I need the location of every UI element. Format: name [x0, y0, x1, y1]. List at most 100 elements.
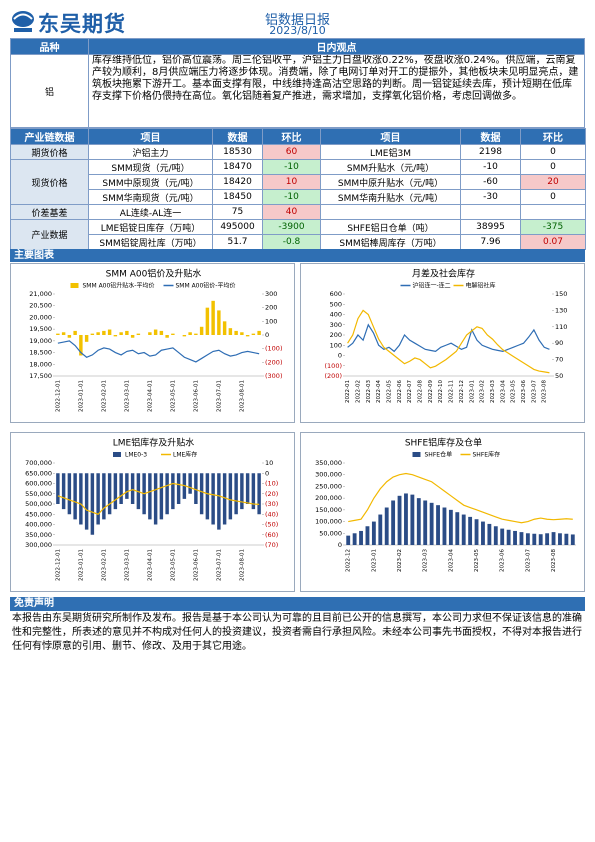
bar [67, 335, 72, 338]
bar [240, 473, 244, 510]
line [348, 472, 573, 524]
bar [222, 321, 227, 335]
group-cell: 价差基差 [10, 204, 89, 220]
bar [136, 333, 141, 335]
chart-title: SHFE铝库存及仓单 [405, 437, 482, 449]
x-tick-label: 2022-10 [438, 380, 444, 403]
y2-tick-label: 300 [265, 290, 277, 298]
group-cell: 产业数据 [10, 219, 89, 250]
x-tick-label: 2022-05 [386, 380, 392, 403]
bar [500, 528, 505, 545]
bar [199, 473, 204, 515]
item-cell: SMM铝锭周社库（万吨） [88, 234, 213, 250]
bar [519, 532, 524, 545]
x-tick-label: 2023-02-01 [101, 380, 107, 412]
bar [257, 330, 261, 335]
bar [371, 521, 376, 545]
group-cell: 期货价格 [10, 144, 89, 160]
legend-swatch [113, 452, 121, 457]
bar [506, 529, 511, 545]
chart: 月差及社会库存 (200) (100) 0 100 200 300 400 500 600 50 70… [325, 268, 568, 403]
value-cell: 18530 [212, 144, 263, 160]
bar [228, 328, 233, 335]
bar [346, 535, 351, 545]
x-tick-label: 2023-05 [474, 549, 480, 572]
chart-title: LME铝库存及升贴水 [113, 437, 194, 449]
x-tick-label: 2022-12-01 [55, 549, 61, 581]
x-tick-label: 2023-07 [525, 549, 531, 572]
y-tick-label: 19,500 [29, 325, 52, 333]
y2-tick-label: 130 [555, 306, 567, 314]
opinion-text: 库存维持低位，铝价高位震荡。周三伦铝收平，沪铝主力日盘收涨0.22%，夜盘收涨0… [88, 54, 585, 128]
x-tick-label: 2022-01 [345, 380, 351, 403]
y2-tick-label: (100) [265, 345, 282, 353]
y2-tick-label: 150 [555, 290, 567, 298]
bar [251, 333, 256, 335]
bar [102, 330, 106, 335]
x-tick-label: 2022-08 [418, 380, 424, 403]
y-tick-label: 350,000 [315, 459, 342, 467]
bar [558, 533, 562, 545]
x-tick-label: 2023-04 [448, 549, 454, 572]
legend-label: SHFE仓单 [425, 451, 453, 459]
x-tick-label: 2022-12 [459, 380, 465, 403]
bar [532, 533, 537, 545]
bar [468, 516, 473, 545]
bar [79, 473, 83, 525]
bar [56, 473, 60, 504]
bar [481, 521, 485, 545]
y-tick-label: 300,000 [315, 471, 342, 479]
y2-tick-label: (20) [265, 490, 278, 498]
y2-tick-label: (200) [265, 358, 282, 366]
y2-tick-label: (60) [265, 531, 278, 539]
y-tick-label: 50,000 [319, 529, 342, 537]
y-tick-label: 17,500 [29, 372, 52, 380]
value-cell: 495000 [212, 219, 263, 235]
bar [564, 533, 569, 545]
x-tick-label: 2023-02 [480, 380, 486, 403]
header-cell: 数据 [212, 128, 263, 145]
section-header: 主要图表 [10, 249, 585, 262]
bar [67, 473, 72, 515]
bar [182, 335, 187, 337]
x-tick-label: 2023-03-01 [124, 549, 130, 581]
bar [461, 514, 466, 545]
x-tick-label: 2023-01 [469, 380, 475, 403]
chart-title: SMM A00铝价及升贴水 [106, 268, 202, 280]
y-tick-label: 700,000 [25, 459, 52, 467]
empty-cell [320, 204, 461, 220]
x-tick-label: 2022-03 [366, 380, 372, 403]
bar [171, 333, 175, 335]
bar [228, 473, 233, 520]
x-tick-label: 2023-06-01 [193, 549, 199, 581]
x-tick-label: 2022-12 [346, 549, 352, 572]
y-tick-label: 150,000 [315, 506, 342, 514]
header-cell: 环比 [520, 128, 586, 145]
x-tick-label: 2022-09 [428, 380, 434, 403]
legend-swatch [70, 283, 79, 288]
y-tick-label: 18,500 [29, 349, 52, 357]
item-cell: SMM华南升贴水（元/吨） [320, 189, 461, 205]
bar [455, 512, 460, 545]
x-tick-label: 2023-02 [397, 549, 403, 572]
y2-tick-label: (30) [265, 500, 278, 508]
y2-tick-label: 50 [555, 372, 563, 380]
bar [245, 473, 250, 504]
bar [222, 473, 227, 525]
value-cell: 7.96 [460, 234, 521, 250]
y-tick-label: (100) [325, 362, 342, 370]
chart-panel: SHFE铝库存及仓单 0 50,000 100,000 150,000 200,000 25… [300, 432, 585, 592]
bar [378, 514, 383, 545]
legend-label: 电解铝社库 [466, 282, 496, 290]
item-cell: SMM华南现货（元/吨） [88, 189, 213, 205]
y2-tick-label: (40) [265, 510, 278, 518]
change-cell: 60 [262, 144, 321, 160]
report-title: 铝数据日报 [264, 13, 330, 28]
y2-tick-label: (300) [265, 372, 282, 380]
bar [570, 534, 575, 545]
bar [513, 530, 517, 545]
change-cell: 40 [262, 204, 321, 220]
item-cell: SMM现货（元/吨） [88, 159, 213, 175]
bar [551, 532, 556, 545]
bar [245, 335, 250, 337]
